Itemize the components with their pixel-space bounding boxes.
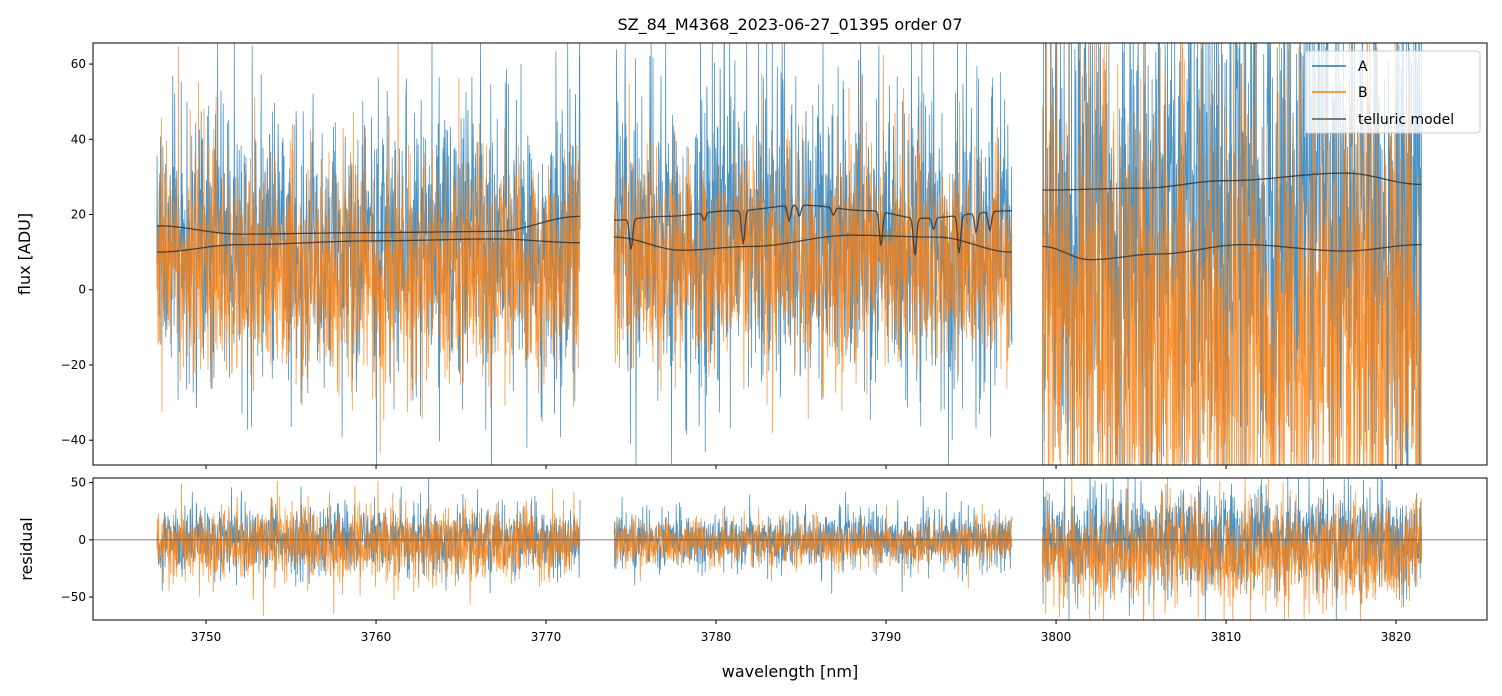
- x-tick-label: 3800: [1041, 630, 1072, 644]
- series-b-segment-3: [1042, 43, 1422, 465]
- residual-b-segment-3: [1042, 478, 1422, 620]
- x-tick-label: 3770: [531, 630, 562, 644]
- y-tick-label: 20: [71, 208, 86, 222]
- y-axis-label-residual: residual: [17, 517, 36, 580]
- legend-label-model: telluric model: [1358, 112, 1454, 128]
- y-axis-label-flux: flux [ADU]: [15, 213, 34, 295]
- y-tick-label: −40: [61, 433, 86, 447]
- y-tick-label: 0: [78, 533, 86, 547]
- residual-b-segment-2: [613, 503, 1013, 589]
- y-tick-label: −20: [61, 358, 86, 372]
- series-b-segment-2: [613, 54, 1013, 434]
- residual-panel: [93, 478, 1487, 620]
- x-tick-label: 3750: [191, 630, 222, 644]
- y-tick-label: 0: [78, 283, 86, 297]
- legend-label-a: A: [1358, 59, 1368, 75]
- x-tick-label: 3790: [871, 630, 902, 644]
- legend-label-b: B: [1358, 85, 1368, 101]
- axes-frame-residual: [92, 477, 1488, 621]
- y-tick-label: 40: [71, 132, 86, 146]
- flux-panel: [156, 43, 1422, 465]
- y-tick-label: 50: [71, 476, 86, 490]
- telluric-model-upper-segment-3: [1042, 172, 1422, 191]
- x-tick-label: 3780: [701, 630, 732, 644]
- telluric-model-lower-segment-1: [156, 238, 581, 253]
- telluric-model-upper-segment-1: [156, 215, 581, 235]
- x-axis-label: wavelength [nm]: [722, 662, 859, 681]
- residual-b-segment-1: [156, 480, 581, 617]
- x-tick-label: 3820: [1381, 630, 1412, 644]
- x-tick-label: 3810: [1211, 630, 1242, 644]
- series-b-segment-1: [156, 43, 581, 453]
- telluric-model-lower-segment-2: [614, 234, 1012, 253]
- axes-frame-flux: [92, 42, 1488, 466]
- y-tick-label: 60: [71, 57, 86, 71]
- x-tick-label: 3760: [361, 630, 392, 644]
- y-tick-label: −50: [61, 590, 86, 604]
- legend: A B telluric model: [1304, 50, 1481, 134]
- telluric-model-upper-segment-2: [614, 204, 1012, 256]
- chart-title: SZ_84_M4368_2023-06-27_01395 order 07: [617, 15, 962, 35]
- telluric-model-lower-segment-3: [1042, 243, 1422, 261]
